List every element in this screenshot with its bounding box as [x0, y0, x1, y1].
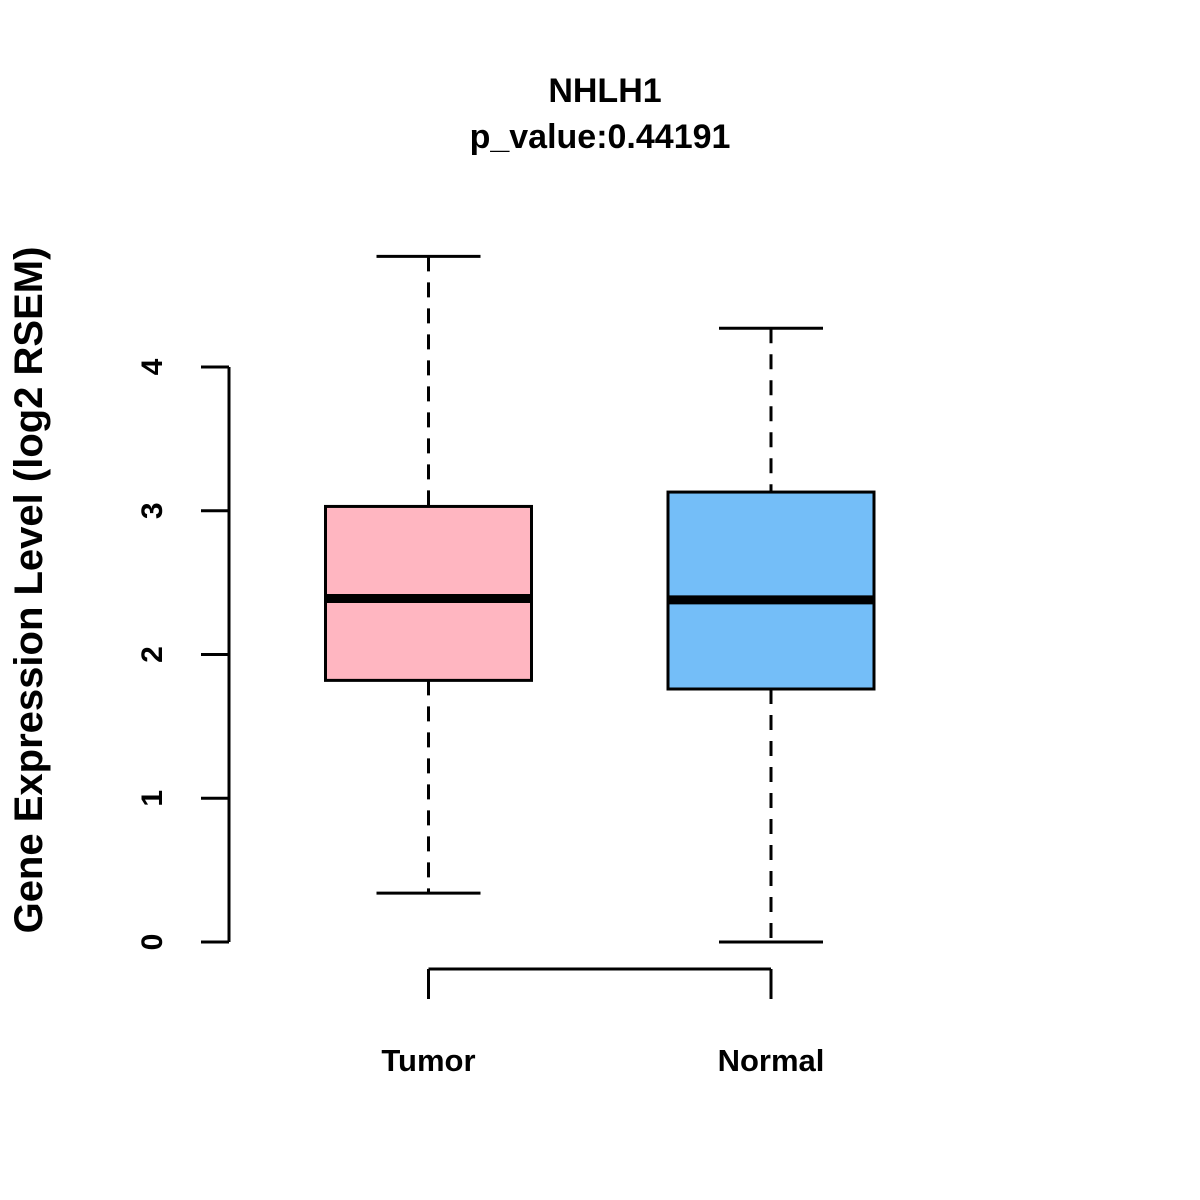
plot-area: 0 1 2 3 4 Tumor Normal	[136, 254, 876, 1078]
tumor-box	[324, 504, 533, 682]
chart-title: NHLH1	[548, 72, 661, 110]
y-tick-label: 4	[136, 358, 169, 375]
y-tick-label: 1	[136, 790, 169, 807]
group-label-tumor: Tumor	[381, 1043, 475, 1078]
normal-box	[666, 490, 876, 691]
y-tick-label: 3	[136, 502, 169, 519]
y-tick-label: 2	[136, 646, 169, 663]
chart-subtitle-pvalue: p_value:0.44191	[470, 118, 731, 156]
y-tick-label: 0	[136, 934, 169, 951]
y-axis-label: Gene Expression Level (log2 RSEM)	[7, 247, 51, 934]
group-label-normal: Normal	[718, 1043, 825, 1078]
